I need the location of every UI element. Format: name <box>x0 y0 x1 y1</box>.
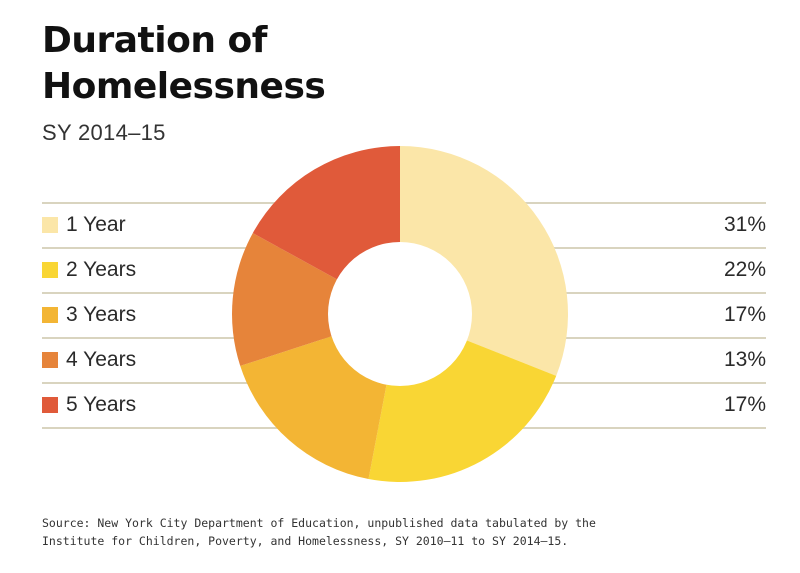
legend-label: 1 Year <box>66 213 126 236</box>
legend-swatch <box>42 307 58 323</box>
legend-label: 3 Years <box>66 303 137 326</box>
legend-value: 13% <box>723 348 766 371</box>
legend-swatch <box>42 262 58 278</box>
chart-title: Duration of Homelessness <box>42 18 462 110</box>
legend-swatch <box>42 397 58 413</box>
legend-label: 2 Years <box>66 258 137 281</box>
legend-value: 31% <box>723 213 766 236</box>
legend-swatch <box>42 217 58 233</box>
legend-label: 5 Years <box>66 393 137 416</box>
source-line-1: Source: New York City Department of Educ… <box>42 516 596 530</box>
chart-subtitle: SY 2014–15 <box>42 120 166 145</box>
legend-value: 17% <box>723 303 766 326</box>
legend-value: 22% <box>723 258 766 281</box>
donut-hole <box>328 242 472 386</box>
title-line-1: Duration of <box>42 20 267 61</box>
legend-value: 17% <box>723 393 766 416</box>
donut-slice-4-years <box>232 233 400 366</box>
source-note: Source: New York City Department of Educ… <box>42 514 762 550</box>
title-line-2: Homelessness <box>42 66 326 107</box>
legend-swatch <box>42 352 58 368</box>
source-line-2: Institute for Children, Poverty, and Hom… <box>42 534 569 548</box>
legend-label: 4 Years <box>66 348 137 371</box>
